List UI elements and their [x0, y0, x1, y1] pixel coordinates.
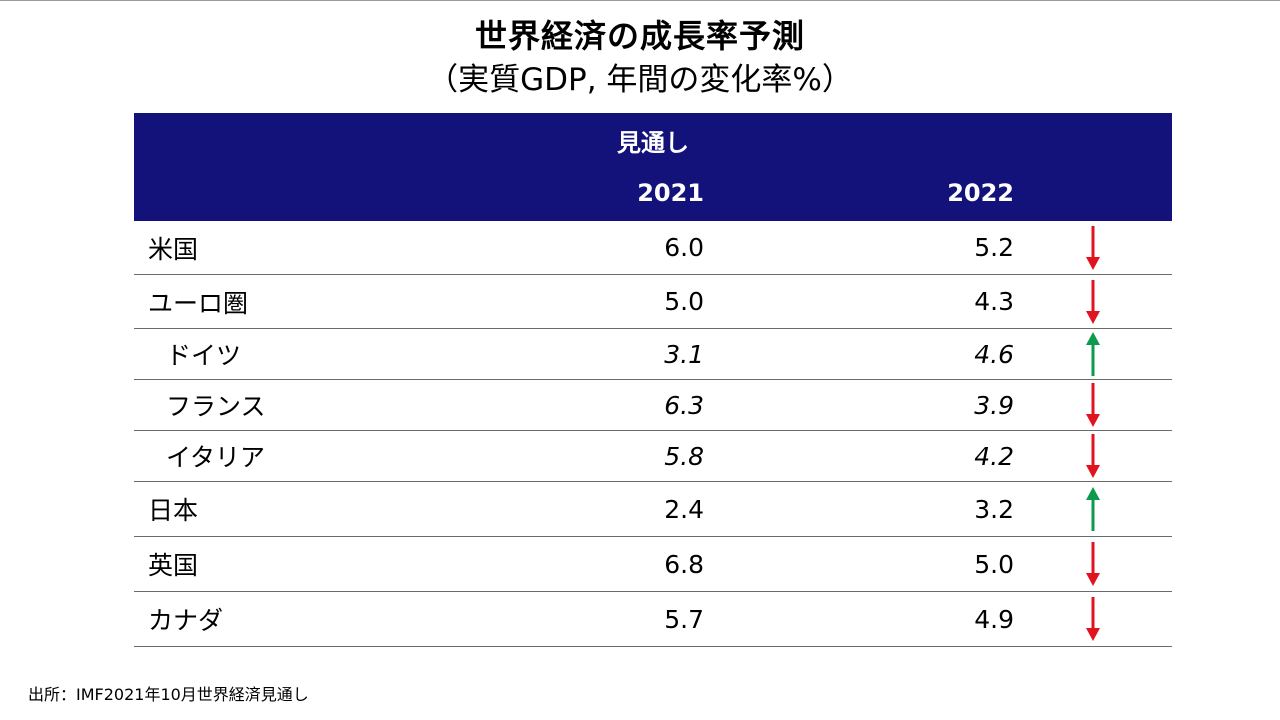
forecast-group-header: 見通し [617, 129, 689, 157]
table-row: フランス 6.3 3.9 [134, 380, 1172, 431]
country-name: 米国 [148, 234, 199, 264]
page-title: 世界経済の成長率予測 [474, 17, 805, 55]
table-row: ドイツ 3.1 4.6 [134, 329, 1172, 380]
country-name: カナダ [148, 606, 224, 635]
year-2022-header: 2022 [947, 179, 1014, 207]
arrow-down-icon [1086, 597, 1100, 641]
top-divider [0, 0, 1280, 1]
table-row: イタリア 5.8 4.2 [134, 431, 1172, 482]
value-2022: 5.0 [974, 549, 1014, 579]
arrow-down-icon [1086, 542, 1100, 586]
value-2021: 3.1 [664, 339, 704, 369]
value-2021: 5.8 [664, 441, 704, 471]
source-note: 出所：IMF2021年10月世界経済見通し [28, 685, 309, 704]
value-2021: 5.7 [664, 604, 704, 634]
table-row: 英国 6.8 5.0 [134, 537, 1172, 592]
arrow-down-icon [1086, 383, 1100, 427]
country-name: ユーロ圏 [148, 288, 249, 318]
arrow-up-icon [1086, 332, 1100, 376]
value-2021: 6.8 [664, 549, 704, 579]
arrow-down-icon [1086, 434, 1100, 478]
arrow-up-icon [1086, 487, 1100, 531]
value-2022: 4.3 [974, 287, 1014, 316]
value-2022: 5.2 [974, 233, 1014, 262]
value-2022: 4.6 [974, 339, 1014, 369]
country-name: 日本 [148, 496, 199, 525]
country-name: 英国 [148, 551, 199, 580]
value-2022: 3.9 [974, 390, 1014, 420]
value-2022: 3.2 [974, 494, 1014, 524]
table-row: ユーロ圏 5.0 4.3 [134, 275, 1172, 329]
year-2021-header: 2021 [637, 179, 704, 207]
value-2022: 4.9 [974, 604, 1014, 634]
page-subtitle: （実質GDP, 年間の変化率%） [427, 62, 853, 98]
table-body: 米国 6.0 5.2 ユーロ圏 5.0 4.3 ドイツ 3.1 4.6 フランス… [134, 221, 1172, 647]
value-2021: 6.3 [664, 390, 704, 420]
value-2021: 2.4 [664, 494, 704, 524]
country-name: フランス [166, 392, 266, 421]
arrow-down-icon [1086, 279, 1100, 324]
value-2022: 4.2 [974, 441, 1014, 471]
country-name: イタリア [166, 443, 266, 472]
table-row: カナダ 5.7 4.9 [134, 592, 1172, 647]
table-row: 米国 6.0 5.2 [134, 221, 1172, 275]
country-name: ドイツ [166, 341, 242, 370]
value-2021: 5.0 [664, 287, 704, 316]
value-2021: 6.0 [664, 233, 704, 262]
table-row: 日本 2.4 3.2 [134, 482, 1172, 537]
arrow-down-icon [1086, 225, 1100, 270]
table-header: 見通し 2021 2022 [134, 113, 1172, 221]
